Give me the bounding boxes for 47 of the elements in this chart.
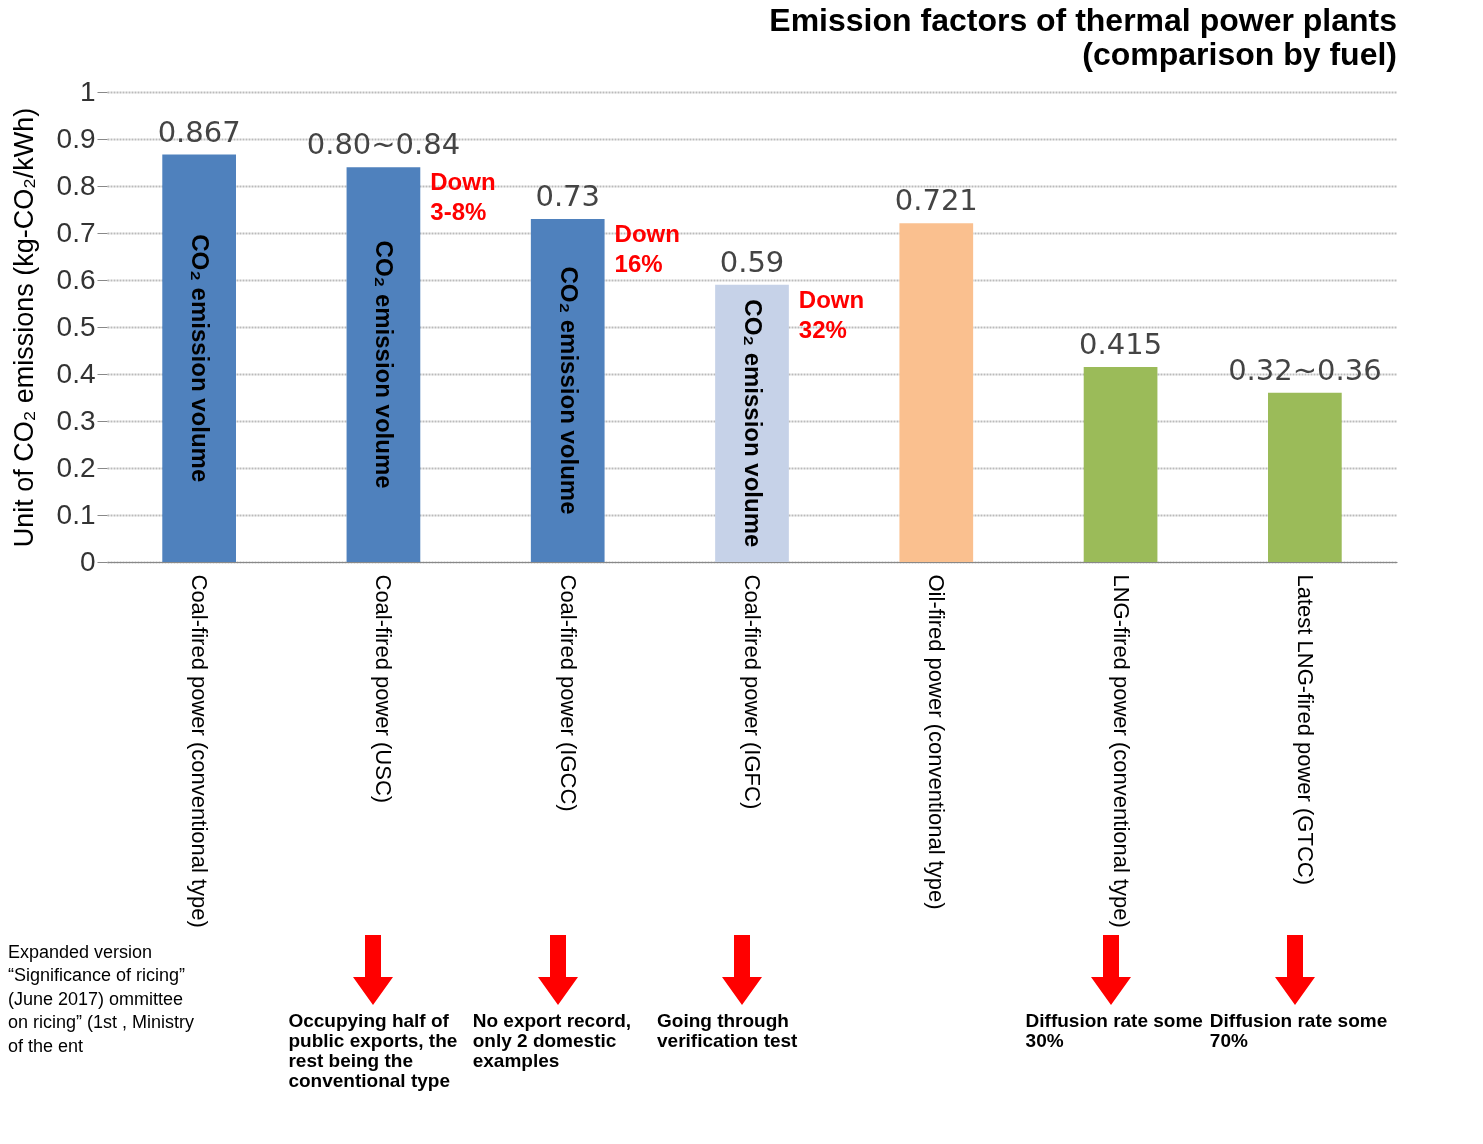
x-tick-label: Oil-fired power (conventional type)	[924, 574, 950, 910]
x-tick-label: LNG-fired power (conventional type)	[1108, 574, 1134, 928]
chart-title: Emission factors of thermal power plants (comparison by fuel)	[769, 2, 1397, 72]
y-tick-label: 0	[79, 545, 96, 577]
data-label: 0.73	[535, 178, 600, 213]
y-tick-label: 1	[79, 75, 96, 107]
data-label: 0.32~0.36	[1228, 352, 1382, 387]
x-tick-label: Coal-fired power (IGCC)	[555, 574, 581, 812]
data-label: 0.415	[1079, 326, 1163, 361]
annotation: CO₂ emission volume	[555, 266, 583, 515]
y-tick-label: 0.8	[56, 169, 96, 201]
text: Occupying half of public exports, the rest being the conventional type	[288, 1010, 459, 1091]
text: Diffusion rate some 30%	[1025, 1010, 1204, 1051]
data-label: 0.867	[157, 114, 241, 149]
bar	[1083, 366, 1158, 562]
bar	[1268, 392, 1342, 562]
data-label: 0.59	[719, 244, 785, 279]
annotation: CO₂ emission volume	[740, 299, 767, 548]
y-tick-label: 0.2	[56, 451, 96, 483]
data-label: 0.721	[894, 183, 978, 218]
y-tick-label: 0.5	[56, 310, 96, 342]
text: Diffusion rate some 70%	[1209, 1010, 1389, 1051]
bar	[530, 218, 605, 562]
bar	[715, 284, 789, 562]
y-tick-label: 0.4	[56, 357, 96, 389]
text: No export record, only 2 domestic examples	[472, 1010, 633, 1071]
bar	[346, 167, 421, 562]
bar	[162, 154, 236, 562]
y-tick-label: 0.3	[56, 404, 96, 436]
y-tick-label: 0.9	[56, 122, 96, 154]
y-tick-label: 0.6	[56, 263, 96, 295]
text: Expanded version “Significance of ricing” (June 2017) ommittee on ricing” (1st , Ministry of the ent	[8, 941, 196, 1058]
annotation: Down 16%	[614, 219, 680, 277]
bar	[899, 223, 974, 562]
text: Going through verification test	[657, 1010, 799, 1051]
y-tick-label: 0.7	[56, 216, 96, 248]
x-tick-label: Coal-fired power (conventional type)	[187, 574, 213, 928]
y-axis-title: Unit of CO₂ emissions (kg-CO₂/kWh)	[8, 107, 39, 548]
annotation: CO₂ emission volume	[371, 240, 399, 489]
y-tick-label: 0.1	[56, 498, 96, 530]
data-label: 0.80~0.84	[306, 127, 461, 162]
annotation: Down 3-8%	[430, 168, 496, 226]
x-tick-label: Coal-fired power (IGFC)	[740, 574, 765, 810]
x-tick-label: Coal-fired power (USC)	[371, 574, 397, 804]
annotation: Down 32%	[798, 285, 865, 343]
annotation: CO₂ emission volume	[187, 234, 215, 483]
x-tick-label: Latest LNG-fired power (GTCC)	[1292, 574, 1318, 886]
